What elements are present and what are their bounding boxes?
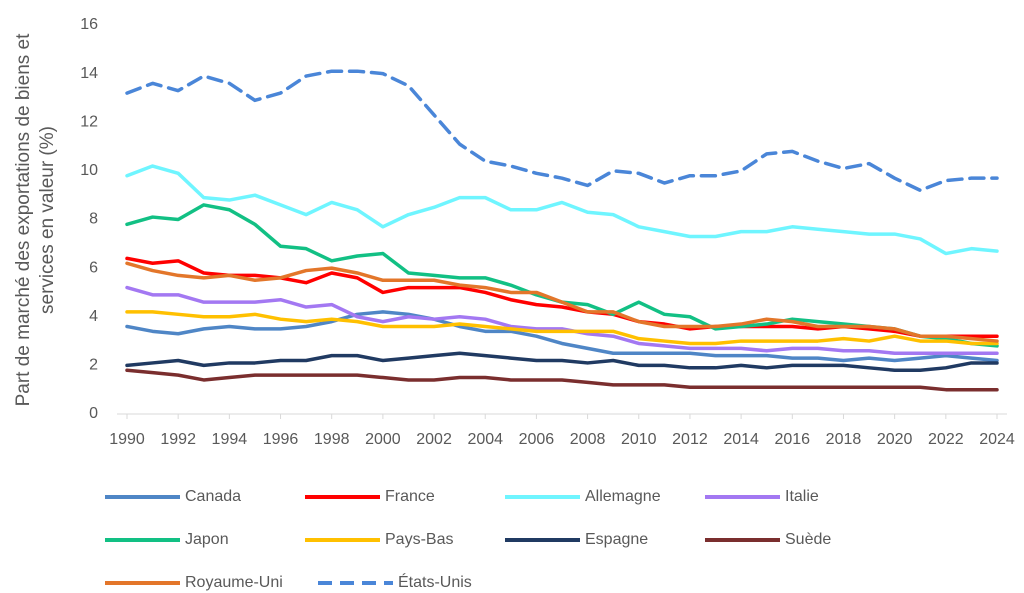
series-line [125,164,999,256]
legend-label: Allemagne [585,488,661,505]
x-tick-label: 2008 [570,431,606,448]
x-tick-label: 2018 [826,431,862,448]
legend-label: Pays-Bas [385,531,453,548]
series-line [125,285,999,355]
legend-label: États-Unis [398,572,472,591]
y-tick-label: 0 [89,405,98,422]
y-tick-label: 2 [89,357,98,374]
series-line [125,261,999,343]
x-tick-label: 2006 [519,431,555,448]
series-line [125,69,999,193]
x-tick-label: 2002 [416,431,452,448]
y-tick-label: 14 [80,65,98,82]
series-line [125,310,999,346]
x-tick-label: 2010 [621,431,657,448]
legend-label: Royaume-Uni [185,574,283,591]
legend-label: Espagne [585,531,648,548]
y-axis-label: Part de marché des exportations de biens… [13,33,34,407]
y-tick-label: 10 [80,162,98,179]
series-line [125,368,999,392]
x-tick-label: 2016 [774,431,810,448]
series-line [125,310,999,363]
series-line [125,351,999,372]
x-tick-label: 2012 [672,431,708,448]
x-tick-label: 2000 [365,431,401,448]
y-tick-label: 6 [89,259,98,276]
x-tick-label: 1998 [314,431,350,448]
x-tick-label: 2014 [723,431,759,448]
x-tick-label: 2022 [928,431,964,448]
x-tick-label: 1994 [212,431,248,448]
x-tick-label: 1996 [263,431,299,448]
x-tick-label: 2004 [467,431,503,448]
y-axis-label: services en valeur (%) [37,126,58,314]
y-tick-label: 16 [80,16,98,33]
legend-label: Japon [185,531,229,548]
x-tick-label: 2020 [877,431,913,448]
legend-label: France [385,488,435,505]
y-tick-label: 4 [89,308,98,325]
x-tick-label: 1990 [109,431,145,448]
legend-label: Suède [785,531,831,548]
legend-label: Canada [185,488,241,505]
x-tick-label: 2024 [979,431,1015,448]
y-tick-label: 8 [89,211,98,228]
y-tick-label: 12 [80,113,98,130]
legend-label: Italie [785,488,819,505]
x-tick-label: 1992 [160,431,196,448]
